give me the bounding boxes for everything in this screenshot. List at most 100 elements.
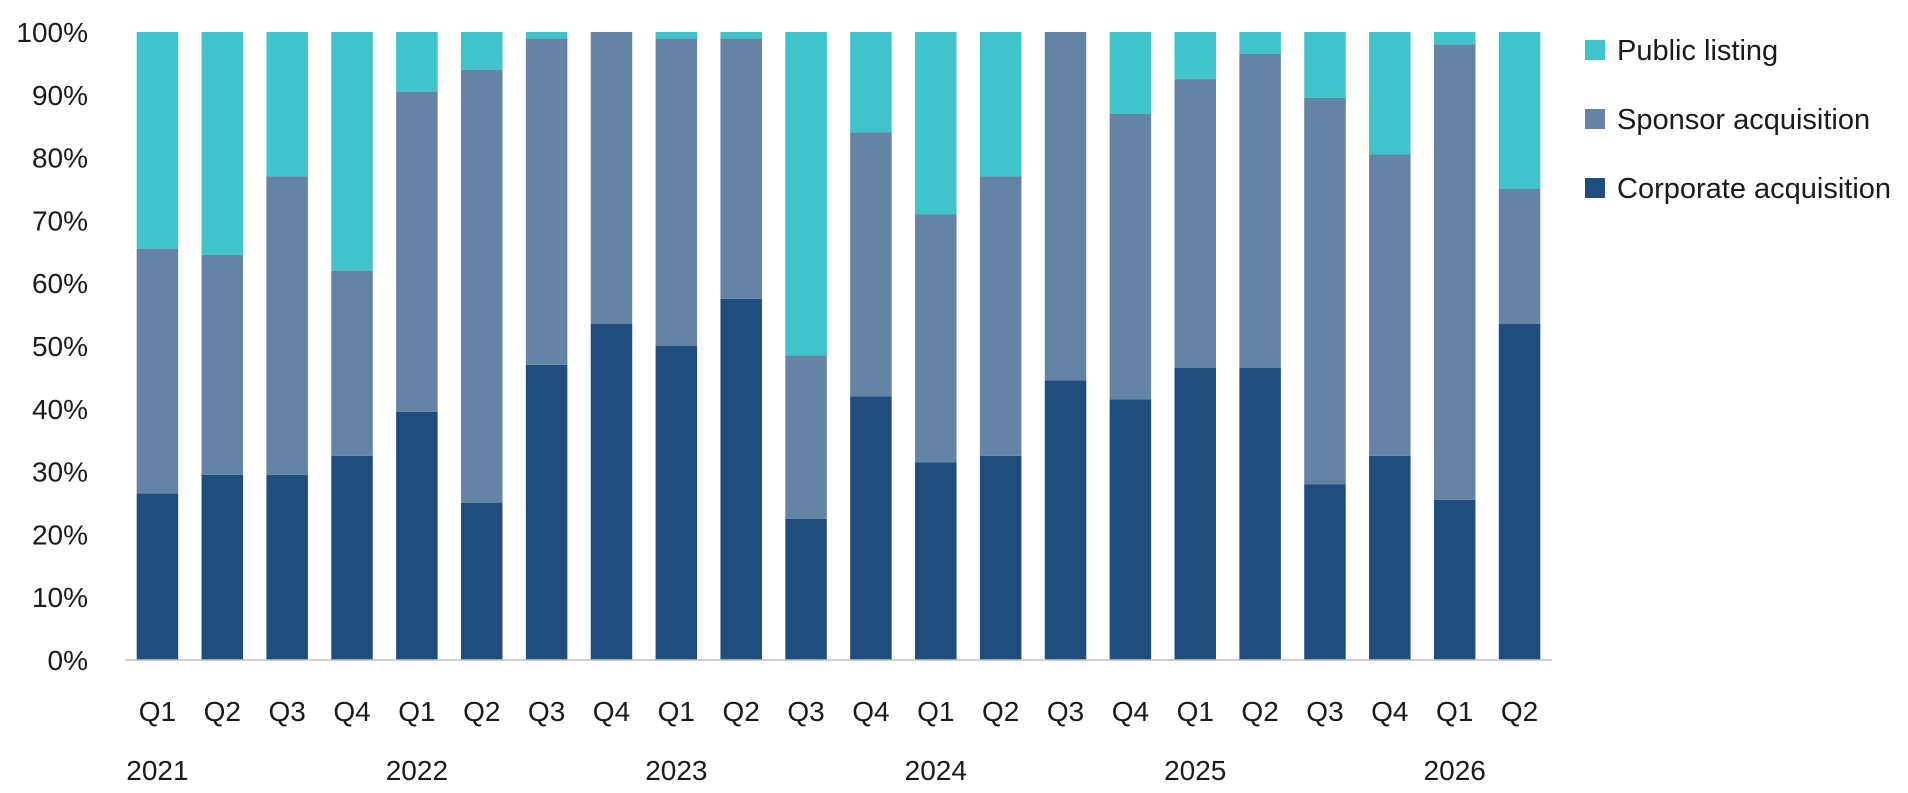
x-tick-label: Q3 <box>1047 696 1084 727</box>
bar-segment-public-listing <box>396 32 438 92</box>
bar-segment-public-listing <box>525 32 568 39</box>
x-year-label: 2023 <box>645 755 707 786</box>
bar-segment-sponsor-acquisition <box>1239 53 1281 368</box>
legend-label-public-listing: Public listing <box>1617 35 1778 67</box>
bar-segment-sponsor-acquisition <box>850 132 892 397</box>
legend-swatch-public-listing <box>1585 40 1605 60</box>
bar-segment-corporate-acquisition <box>1239 367 1281 660</box>
bar-segment-corporate-acquisition <box>460 503 503 660</box>
x-tick-label: Q2 <box>982 696 1019 727</box>
bar-segment-sponsor-acquisition <box>1369 154 1411 456</box>
bar-segment-corporate-acquisition <box>1498 324 1541 660</box>
y-axis: 0% 10% 20% 30% 40% 50% 60% 70% 80% 90% 100% <box>16 17 88 676</box>
x-tick-label: Q2 <box>463 696 500 727</box>
bar-segment-public-listing <box>1433 32 1476 45</box>
bar-segment-sponsor-acquisition <box>1304 97 1346 485</box>
bar-segment-sponsor-acquisition <box>525 38 568 365</box>
bar-segment-public-listing <box>915 32 957 215</box>
bar-segment-public-listing <box>1304 32 1346 98</box>
bar-segment-public-listing <box>460 32 503 70</box>
bar-segment-corporate-acquisition <box>1044 380 1087 660</box>
x-axis: Q1 Q2 Q3 Q4 Q1 Q2 Q3 Q4 Q1 Q2 Q3 Q4 Q1 Q2 Q3 Q4 Q1 Q2 Q3 Q4… <box>125 659 1552 786</box>
bar-segment-corporate-acquisition <box>785 518 827 660</box>
legend-swatch-corporate-acquisition <box>1585 178 1605 198</box>
x-year-label: 2025 <box>1164 755 1226 786</box>
y-tick-label: 70% <box>32 205 88 236</box>
bar-segment-public-listing <box>1369 32 1411 155</box>
bar-segment-public-listing <box>266 32 308 177</box>
y-tick-label: 50% <box>32 331 88 362</box>
bar-segment-sponsor-acquisition <box>590 32 633 325</box>
bar-segment-corporate-acquisition <box>1433 499 1476 660</box>
x-tick-label: Q3 <box>787 696 824 727</box>
x-tick-label: Q3 <box>528 696 565 727</box>
bars-group <box>136 32 1541 660</box>
bar-segment-sponsor-acquisition <box>915 214 957 463</box>
bar-segment-public-listing <box>979 32 1022 177</box>
x-year-label: 2022 <box>386 755 448 786</box>
bar-segment-public-listing <box>720 32 762 39</box>
bar-segment-sponsor-acquisition <box>331 270 373 456</box>
bar-segment-sponsor-acquisition <box>136 248 179 494</box>
x-tick-label: Q1 <box>139 696 176 727</box>
bar-segment-public-listing <box>1174 32 1217 80</box>
x-tick-label: Q1 <box>658 696 695 727</box>
x-tick-label: Q2 <box>204 696 241 727</box>
legend: Public listing Sponsor acquisition Corpora… <box>1585 35 1891 205</box>
legend-label-sponsor-acquisition: Sponsor acquisition <box>1617 104 1870 136</box>
bar-segment-corporate-acquisition <box>331 455 373 660</box>
y-tick-label: 100% <box>16 17 88 48</box>
x-tick-label: Q2 <box>1241 696 1278 727</box>
x-tick-label: Q4 <box>593 696 630 727</box>
bar-segment-sponsor-acquisition <box>266 176 308 475</box>
legend-label-corporate-acquisition: Corporate acquisition <box>1617 173 1891 205</box>
x-tick-label: Q2 <box>1501 696 1538 727</box>
x-tick-label: Q3 <box>268 696 305 727</box>
bar-segment-sponsor-acquisition <box>1433 44 1476 500</box>
bar-segment-sponsor-acquisition <box>396 91 438 412</box>
bar-segment-sponsor-acquisition <box>655 38 698 346</box>
x-year-label: 2026 <box>1424 755 1486 786</box>
y-tick-label: 20% <box>32 519 88 550</box>
bar-segment-corporate-acquisition <box>266 474 308 660</box>
bar-segment-corporate-acquisition <box>655 346 698 660</box>
bar-segment-corporate-acquisition <box>1304 484 1346 660</box>
bar-segment-corporate-acquisition <box>525 364 568 660</box>
bar-segment-sponsor-acquisition <box>460 69 503 504</box>
bar-segment-corporate-acquisition <box>136 493 179 660</box>
bar-segment-sponsor-acquisition <box>785 355 827 519</box>
bar-segment-public-listing <box>850 32 892 133</box>
bar-segment-corporate-acquisition <box>1174 367 1217 660</box>
legend-swatch-sponsor-acquisition <box>1585 109 1605 129</box>
x-year-label: 2021 <box>126 755 188 786</box>
y-tick-label: 60% <box>32 268 88 299</box>
bar-segment-sponsor-acquisition <box>201 254 244 475</box>
bar-segment-public-listing <box>331 32 373 271</box>
bar-segment-corporate-acquisition <box>1109 399 1152 660</box>
bar-segment-public-listing <box>1498 32 1541 189</box>
bar-segment-corporate-acquisition <box>979 455 1022 660</box>
y-tick-label: 90% <box>32 80 88 111</box>
x-tick-label: Q2 <box>723 696 760 727</box>
bar-segment-sponsor-acquisition <box>1174 79 1217 368</box>
y-tick-label: 0% <box>48 645 88 676</box>
x-tick-label: Q1 <box>398 696 435 727</box>
x-tick-label: Q4 <box>333 696 370 727</box>
bar-segment-corporate-acquisition <box>201 474 244 660</box>
bar-segment-public-listing <box>136 32 179 249</box>
bar-segment-corporate-acquisition <box>396 411 438 660</box>
bar-segment-sponsor-acquisition <box>720 38 762 299</box>
x-tick-label: Q1 <box>1436 696 1473 727</box>
bar-segment-sponsor-acquisition <box>1109 113 1152 400</box>
bar-segment-corporate-acquisition <box>850 396 892 660</box>
bar-segment-public-listing <box>785 32 827 356</box>
y-tick-label: 80% <box>32 143 88 174</box>
bar-segment-sponsor-acquisition <box>1044 32 1087 381</box>
bar-segment-sponsor-acquisition <box>1498 189 1541 325</box>
x-tick-label: Q3 <box>1306 696 1343 727</box>
x-tick-label: Q4 <box>1371 696 1408 727</box>
bar-segment-public-listing <box>1239 32 1281 54</box>
y-tick-label: 10% <box>32 582 88 613</box>
